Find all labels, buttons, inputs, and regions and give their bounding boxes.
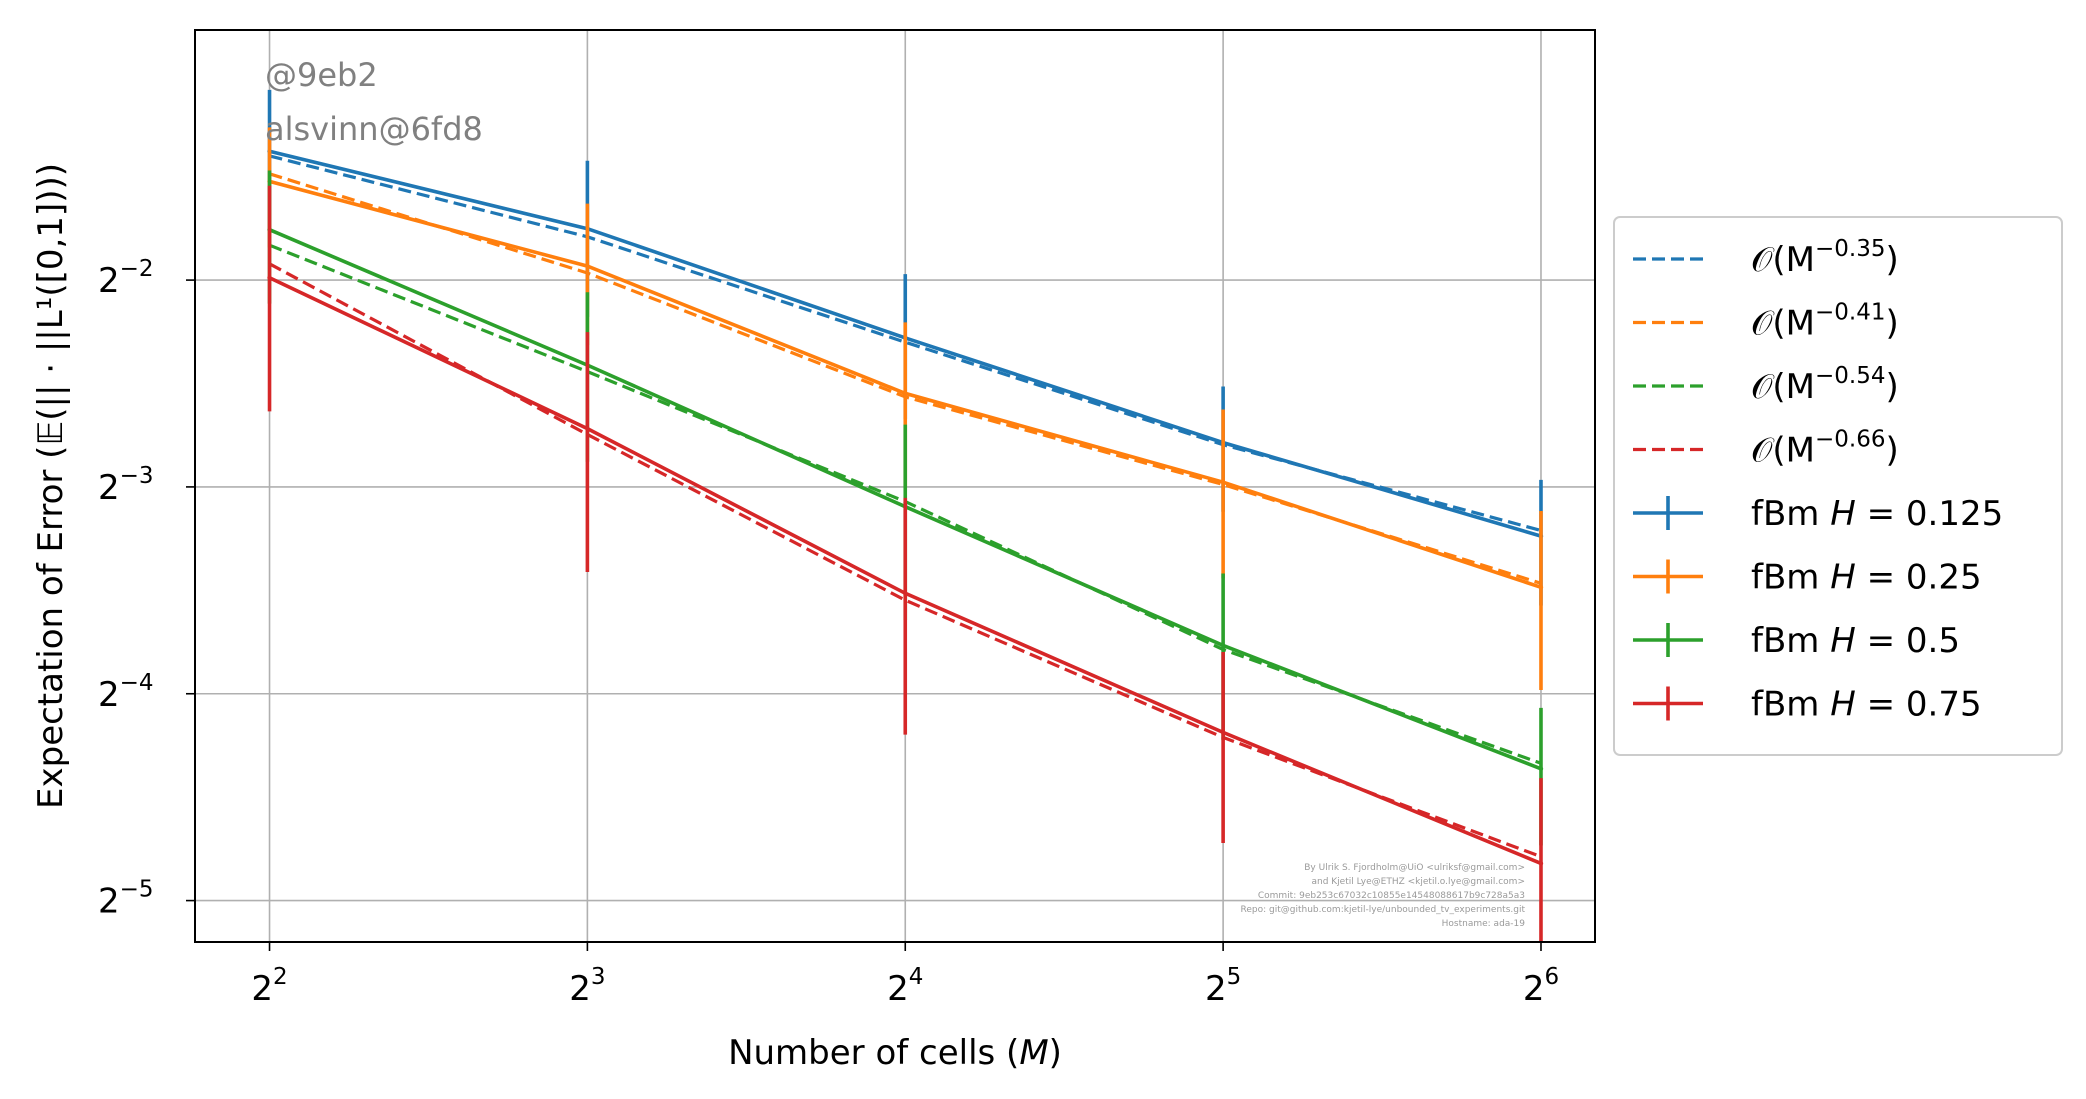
- x-tick-label-4: 26: [1523, 964, 1559, 1009]
- series-3: [267, 185, 1544, 942]
- x-tick-label-3: 25: [1205, 964, 1241, 1009]
- y-tick-label-3: 2−2: [98, 256, 154, 301]
- legend-fit-label-0: 𝒪(M−0.35): [1751, 236, 1899, 280]
- series-3-point-0: [267, 275, 272, 280]
- series-3-point-1: [585, 426, 590, 431]
- x-tick-label-1: 23: [569, 964, 605, 1009]
- credits-block: By Ulrik S. Fjordholm@UiO <ulriksf@gmail…: [1241, 863, 1526, 929]
- y-tick-label-0: 2−5: [98, 877, 154, 922]
- y-axis-label: Expectation of Error (𝔼(|| · ||L¹([0,1])…: [31, 163, 71, 809]
- series-1-point-2: [903, 391, 908, 396]
- data-series: [267, 89, 1544, 942]
- legend-fit-label-1: 𝒪(M−0.41): [1751, 300, 1899, 344]
- x-tick-label-2: 24: [887, 964, 923, 1009]
- legend: 𝒪(M−0.35) 𝒪(M−0.41) 𝒪(M−0.54) 𝒪(M−0.66) fBm …: [1613, 216, 2063, 756]
- legend-series-label-1: fBm H = 0.25: [1751, 558, 1982, 598]
- x-axis-ticks: 22 23 24 25 26: [251, 942, 1559, 1009]
- legend-series-label-2: fBm H = 0.5: [1751, 621, 1960, 661]
- x-axis-label: Number of cells (M): [728, 1033, 1062, 1073]
- legend-fit-label-3: 𝒪(M−0.66): [1751, 427, 1899, 471]
- legend-series-label-0: fBm H = 0.125: [1751, 494, 2003, 534]
- series-2-point-3: [1220, 643, 1226, 648]
- credits-line-2: and Kjetil Lye@ETHZ <kjetil.o.lye@gmail.…: [1311, 877, 1525, 887]
- series-1-point-3: [1220, 479, 1226, 485]
- watermark-line-2: alsvinn@6fd8: [265, 110, 483, 148]
- series-3-point-4: [1538, 861, 1544, 866]
- series-3-point-2: [903, 591, 908, 596]
- x-tick-label-0: 22: [251, 964, 287, 1009]
- plot-frame: [194, 29, 1596, 943]
- x-axis-label-var: M: [1019, 1033, 1048, 1073]
- series-2-point-4: [1538, 766, 1544, 772]
- legend-series-label-3: fBm H = 0.75: [1751, 685, 1982, 725]
- watermark-line-1: @9eb2: [265, 56, 378, 94]
- credits-line-1: By Ulrik S. Fjordholm@UiO <ulriksf@gmail…: [1304, 863, 1525, 873]
- y-axis-ticks: 2−5 2−4 2−3 2−2: [98, 256, 195, 922]
- y-tick-label-1: 2−4: [98, 670, 154, 715]
- legend-box: [1613, 216, 2063, 756]
- credits-line-5: Hostname: ada-19: [1442, 919, 1526, 929]
- x-axis-label-close: ): [1049, 1033, 1062, 1073]
- legend-fit-label-2: 𝒪(M−0.54): [1751, 363, 1899, 407]
- series-1-point-4: [1538, 585, 1544, 590]
- series-1-point-1: [585, 263, 590, 269]
- series-3-point-3: [1220, 730, 1226, 735]
- x-axis-label-text: Number of cells (: [728, 1033, 1019, 1073]
- y-tick-label-2: 2−3: [98, 463, 154, 508]
- credits-line-3: Commit: 9eb253c67032c10855e14548088617b9…: [1258, 891, 1525, 901]
- credits-line-4: Repo: git@github.com:kjetil-lye/unbounde…: [1241, 905, 1526, 915]
